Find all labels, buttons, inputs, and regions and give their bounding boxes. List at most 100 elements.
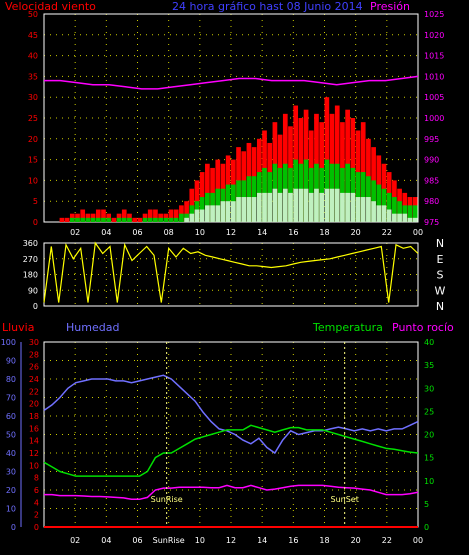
wind-low-bar xyxy=(324,188,330,222)
compass-label: N xyxy=(436,300,444,313)
wind-avg-bar xyxy=(95,217,101,222)
sunset-label: SunSet xyxy=(330,495,358,504)
wind-y-tick: 5 xyxy=(33,197,38,206)
wind-low-bar xyxy=(194,209,200,222)
wind-avg-bar xyxy=(106,217,112,222)
pressure-y-tick: 1000 xyxy=(424,114,444,123)
chart-title: 24 hora gráfico hast 08 Junio 2014 xyxy=(172,0,363,13)
humidity-label: Humedad xyxy=(66,321,119,334)
temperature-line xyxy=(43,424,419,477)
wind-avg-bar xyxy=(386,192,392,222)
rain-y-tick: 30 xyxy=(29,338,39,347)
wind-avg-bar xyxy=(407,205,413,222)
rain-y-tick: 20 xyxy=(29,400,39,409)
temperature-y-tick: 35 xyxy=(424,361,434,370)
dewpoint-label: Punto rocío xyxy=(392,321,454,334)
wind-low-bar xyxy=(288,192,293,222)
wind-low-bar xyxy=(376,205,382,222)
temperature-humidity-panel: 0102030405060708090100024681012141618202… xyxy=(1,338,434,545)
wind-speed-bar xyxy=(132,217,137,222)
wind-low-bar xyxy=(308,192,314,222)
direction-y-tick: 180 xyxy=(23,271,38,280)
wind-low-bar xyxy=(256,192,262,222)
humidity-y-tick: 100 xyxy=(1,338,16,347)
temperature-y-tick: 30 xyxy=(424,384,434,393)
wind-low-bar xyxy=(236,197,241,222)
direction-y-tick: 360 xyxy=(23,239,38,248)
pressure-y-tick: 1010 xyxy=(424,72,444,81)
pressure-y-tick: 1005 xyxy=(424,93,444,102)
humidity-y-tick: 30 xyxy=(6,468,16,477)
wind-avg-bar xyxy=(142,217,148,222)
wind-avg-bar xyxy=(168,217,174,222)
wind-low-bar xyxy=(293,188,299,222)
wind-avg-bar xyxy=(121,217,127,222)
compass-label: E xyxy=(437,253,444,266)
pressure-y-tick: 990 xyxy=(424,156,439,165)
sunrise-label: SunRise xyxy=(151,495,183,504)
wind-low-bar xyxy=(402,213,408,222)
temperature-y-tick: 25 xyxy=(424,407,434,416)
temperature-label: Temperatura xyxy=(312,321,383,334)
humidity-y-tick: 0 xyxy=(11,523,16,532)
rain-y-tick: 2 xyxy=(34,511,39,520)
humidity-line xyxy=(43,374,419,455)
wind-low-bar xyxy=(215,205,221,222)
temperature-y-tick: 40 xyxy=(424,338,434,347)
wind-direction-line xyxy=(43,241,419,303)
direction-y-tick: 0 xyxy=(33,302,38,311)
rain-y-tick: 16 xyxy=(29,424,39,433)
wind-speed-label: Velocidad viento xyxy=(5,0,96,13)
wind-avg-bar xyxy=(179,213,184,222)
wind-avg-bar xyxy=(392,197,397,222)
pressure-y-tick: 985 xyxy=(424,176,439,185)
wind-x-tick: 06 xyxy=(132,228,142,237)
wind-y-tick: 40 xyxy=(28,52,38,61)
direction-panel-frame xyxy=(43,242,419,307)
wind-x-tick: 10 xyxy=(195,228,205,237)
wind-low-bar xyxy=(407,217,413,222)
humidity-y-tick: 90 xyxy=(6,357,16,366)
wind-low-bar xyxy=(262,192,267,222)
wind-avg-bar xyxy=(412,205,418,222)
wind-low-bar xyxy=(329,188,335,222)
wind-low-bar xyxy=(210,205,215,222)
wind-y-tick: 10 xyxy=(28,176,38,185)
temp-x-tick: 22 xyxy=(382,536,392,545)
rain-y-tick: 6 xyxy=(34,486,39,495)
wind-avg-bar xyxy=(163,217,169,222)
temp-x-tick: 16 xyxy=(288,536,298,545)
wind-x-tick: 00 xyxy=(413,228,423,237)
wind-speed-bar xyxy=(95,209,101,222)
wind-low-bar xyxy=(189,213,195,222)
temperature-y-tick: 15 xyxy=(424,454,434,463)
wind-low-bar xyxy=(381,205,387,222)
wind-low-bar xyxy=(231,201,236,222)
wind-low-bar xyxy=(366,197,371,222)
rain-y-tick: 24 xyxy=(29,375,39,384)
wind-low-bar xyxy=(205,205,210,222)
wind-speed-bar xyxy=(168,209,174,222)
direction-y-tick: 90 xyxy=(28,286,38,295)
wind-low-bar xyxy=(225,201,231,222)
wind-avg-bar xyxy=(153,217,158,222)
wind-avg-bar xyxy=(80,217,86,222)
pressure-y-tick: 975 xyxy=(424,218,439,227)
wind-avg-bar xyxy=(376,184,382,222)
wind-speed-bar xyxy=(137,217,143,222)
temp-x-tick: 00 xyxy=(413,536,423,545)
temperature-y-tick: 5 xyxy=(424,500,429,509)
wind-speed-bar xyxy=(147,209,153,222)
wind-low-bar xyxy=(277,192,283,222)
wind-low-bar xyxy=(282,188,288,222)
wind-low-bar xyxy=(199,209,205,222)
wind-avg-bar xyxy=(147,217,153,222)
wind-low-bar xyxy=(251,197,257,222)
pressure-label: Presión xyxy=(370,0,410,13)
humidity-y-tick: 70 xyxy=(6,394,16,403)
wind-low-bar xyxy=(241,197,247,222)
wind-speed-bar xyxy=(111,217,117,222)
wind-x-tick: 04 xyxy=(101,228,111,237)
